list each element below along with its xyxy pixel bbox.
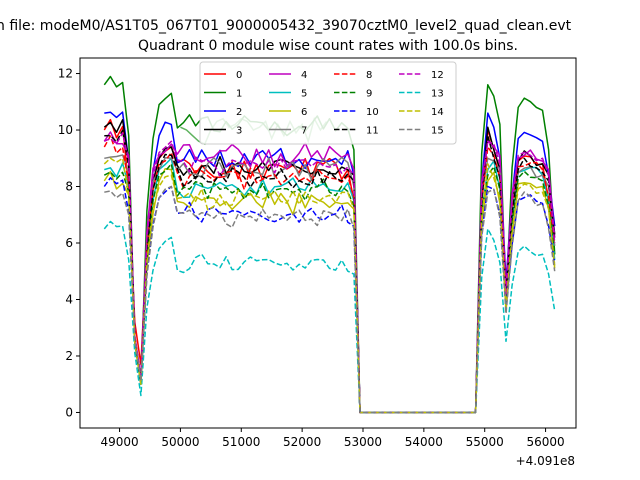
series-line-14 (103, 157, 556, 414)
legend-label-8: 8 (366, 70, 372, 81)
legend-label-1: 1 (236, 89, 242, 100)
legend-label-4: 4 (301, 70, 307, 81)
y-tick-label: 12 (58, 67, 73, 81)
x-tick-label: 54000 (405, 435, 443, 449)
legend-label-6: 6 (301, 107, 307, 118)
legend-label-7: 7 (301, 126, 307, 137)
x-tick-label: 50000 (161, 435, 199, 449)
y-tick-label: 2 (65, 349, 73, 363)
legend-label-9: 9 (366, 89, 372, 100)
legend-label-0: 0 (236, 70, 242, 81)
legend-label-5: 5 (301, 89, 307, 100)
legend-label-15: 15 (431, 126, 444, 137)
figure-suptitle: n file: modeM0/AS1T05_067T01_9000005432_… (0, 18, 572, 34)
legend-box (199, 61, 457, 145)
y-tick-label: 6 (65, 236, 73, 250)
y-tick-label: 4 (65, 292, 73, 306)
legend-label-11: 11 (366, 126, 379, 137)
x-tick-label: 49000 (100, 435, 138, 449)
x-tick-label: 55000 (466, 435, 504, 449)
y-tick-label: 8 (65, 180, 73, 194)
axes-title: Quadrant 0 module wise count rates with … (138, 38, 518, 54)
x-tick-label: 52000 (283, 435, 321, 449)
series-line-13 (103, 220, 556, 414)
x-tick-label: 56000 (526, 435, 564, 449)
x-offset-label: +4.091e8 (516, 454, 575, 468)
legend-label-2: 2 (236, 107, 242, 118)
axis-ticks: 49000 50000 51000 52000 53000 54000 55000 56000… (58, 67, 565, 449)
series-line-15 (104, 185, 556, 414)
legend-label-10: 10 (366, 107, 379, 118)
y-tick-label: 10 (58, 123, 73, 137)
x-tick-label: 51000 (222, 435, 260, 449)
legend-label-12: 12 (431, 70, 444, 81)
legend-label-14: 14 (431, 107, 444, 118)
legend-label-13: 13 (431, 89, 444, 100)
y-tick-label: 0 (65, 405, 73, 419)
legend-label-3: 3 (236, 126, 242, 137)
x-tick-label: 53000 (344, 435, 382, 449)
